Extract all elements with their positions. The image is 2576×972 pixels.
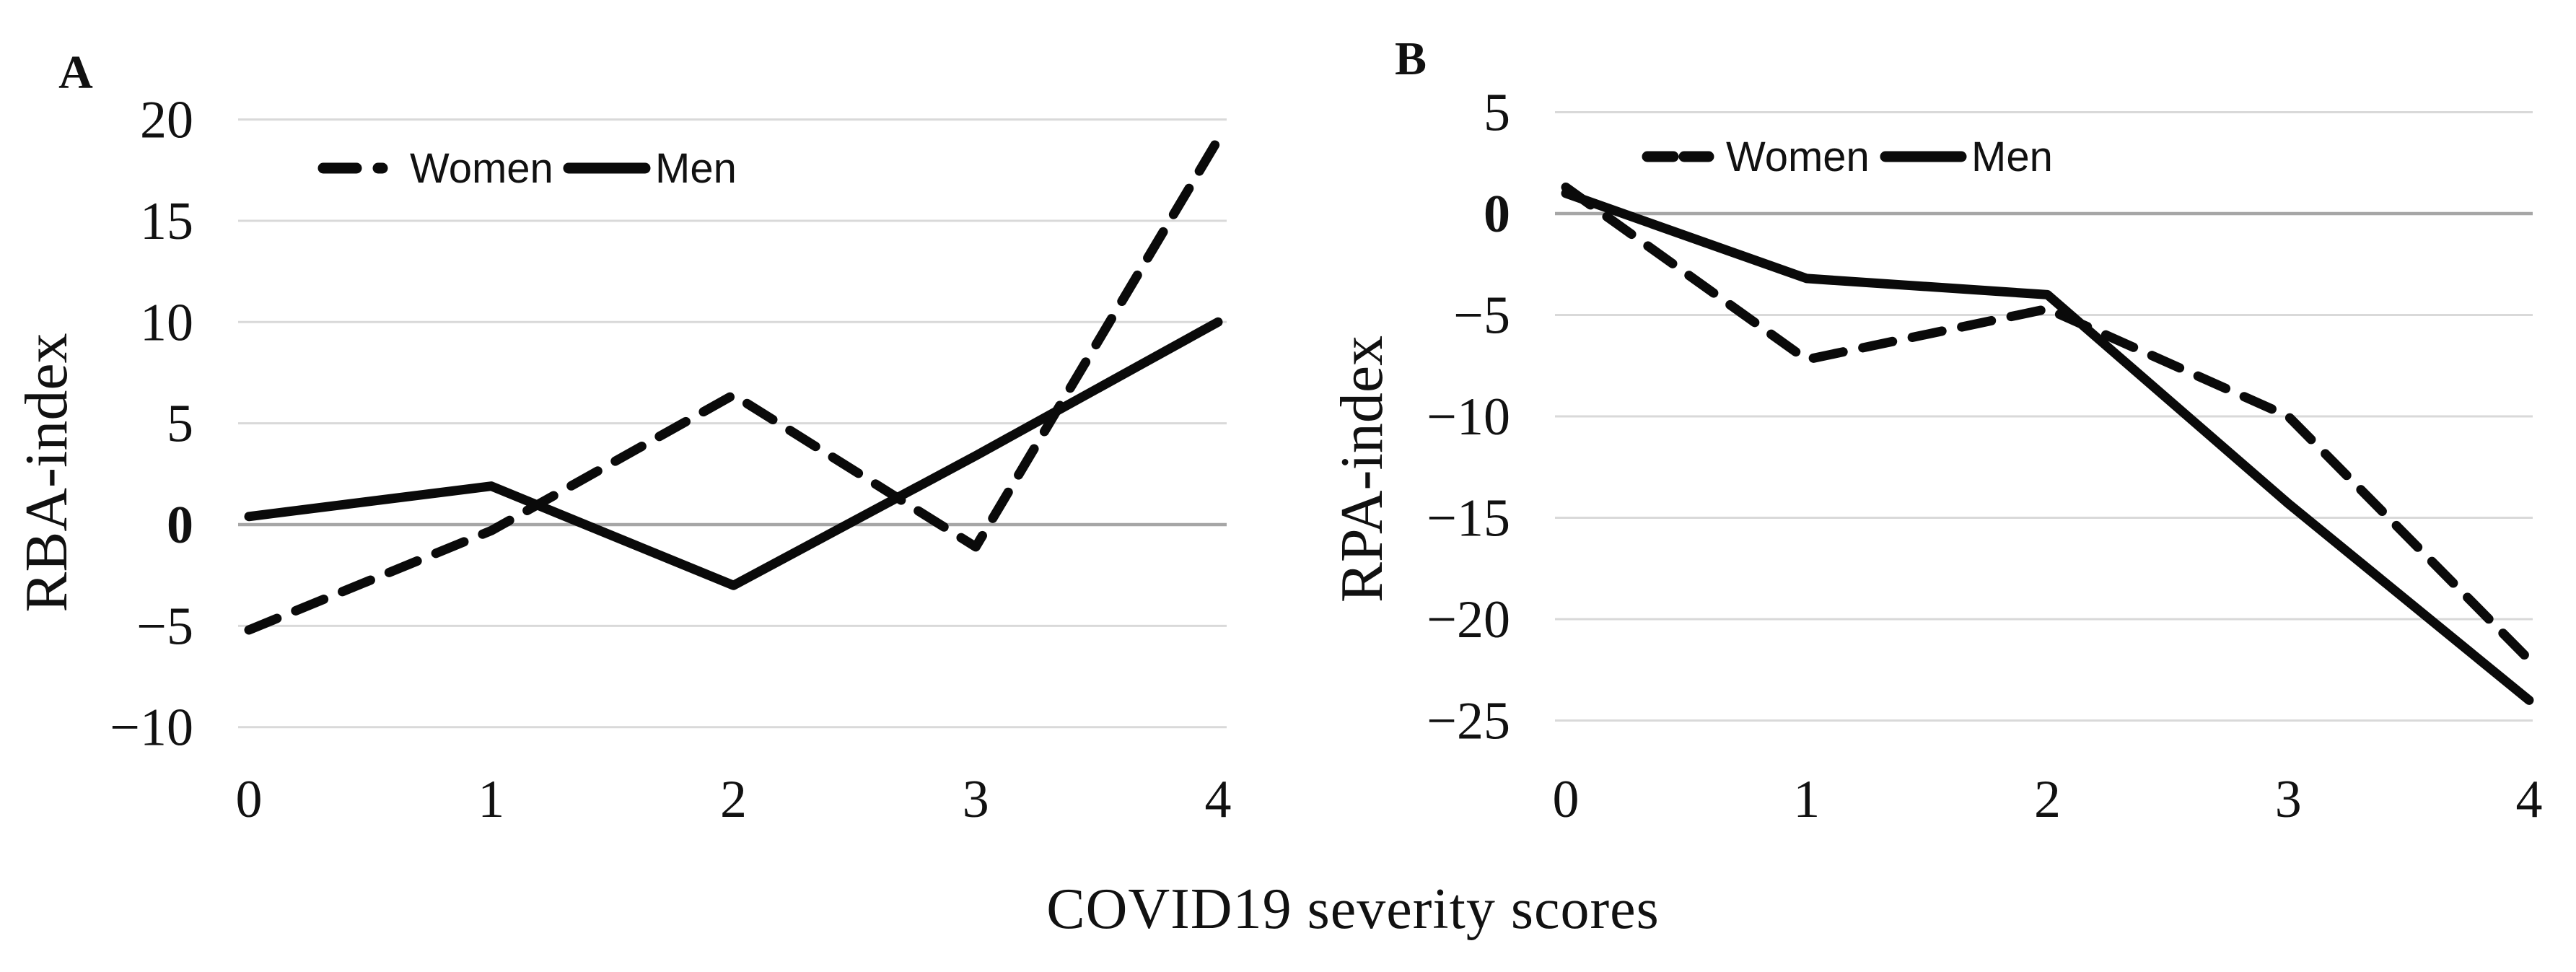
panel-b-x-tick-label: 3 [2275, 770, 2302, 829]
panel-a-legend-men-label: Men [655, 145, 737, 192]
panel-b-x-tick-label: 2 [2034, 770, 2061, 829]
panel-b-y-axis-title: RPA-index [1328, 336, 1396, 603]
panel-b-y-tick-label: −5 [1453, 286, 1510, 346]
panel-a-label: A [58, 46, 93, 99]
panel-a-legend-women-label: Women [410, 145, 553, 192]
panel-a-x-tick-label: 3 [963, 770, 989, 829]
panel-a-x-tick-label: 2 [720, 770, 747, 829]
panel-a-women-line [244, 135, 1223, 635]
panel-b-y-tick-label: −20 [1427, 590, 1510, 649]
panel-b-x-tick-label: 0 [1553, 770, 1580, 829]
panel-a-men-line [244, 317, 1223, 590]
panel-b-label: B [1395, 32, 1427, 85]
panel-a-y-tick-label: 10 [140, 293, 193, 352]
panel-a-y-tick-label: −10 [110, 699, 193, 758]
panel-a-y-tick-label: 0 [167, 496, 193, 555]
panel-b-men-line [1561, 188, 2534, 705]
panel-b-y-tick-label: −15 [1427, 489, 1510, 548]
panel-b-y-tick-label: −25 [1427, 692, 1510, 751]
panel-b-legend-men-label: Men [1971, 133, 2053, 180]
x-axis-title: COVID19 severity scores [1046, 877, 1660, 941]
panel-a-y-axis-title: RBA-index [13, 333, 80, 612]
panel-a-y-tick-label: 15 [140, 192, 193, 251]
panel-b-y-tick-label: 0 [1484, 185, 1510, 244]
panel-a-x-tick-label: 0 [236, 770, 263, 829]
panel-b-legend-women-label: Women [1726, 133, 1870, 180]
panel-b-y-tick-label: −10 [1427, 388, 1510, 447]
panel-a-y-tick-label: 5 [167, 395, 193, 454]
panel-a-y-tick-label: −5 [136, 597, 193, 656]
panel-a-y-tick-label: 20 [140, 91, 193, 150]
panel-b-x-tick-label: 4 [2516, 770, 2543, 829]
panel-a-x-tick-label: 1 [478, 770, 504, 829]
panel-b-x-tick-label: 1 [1793, 770, 1820, 829]
panel-b-y-tick-label: 5 [1484, 84, 1510, 143]
panel-b-women-line [1561, 182, 2534, 665]
panel-a-x-tick-label: 4 [1205, 770, 1232, 829]
